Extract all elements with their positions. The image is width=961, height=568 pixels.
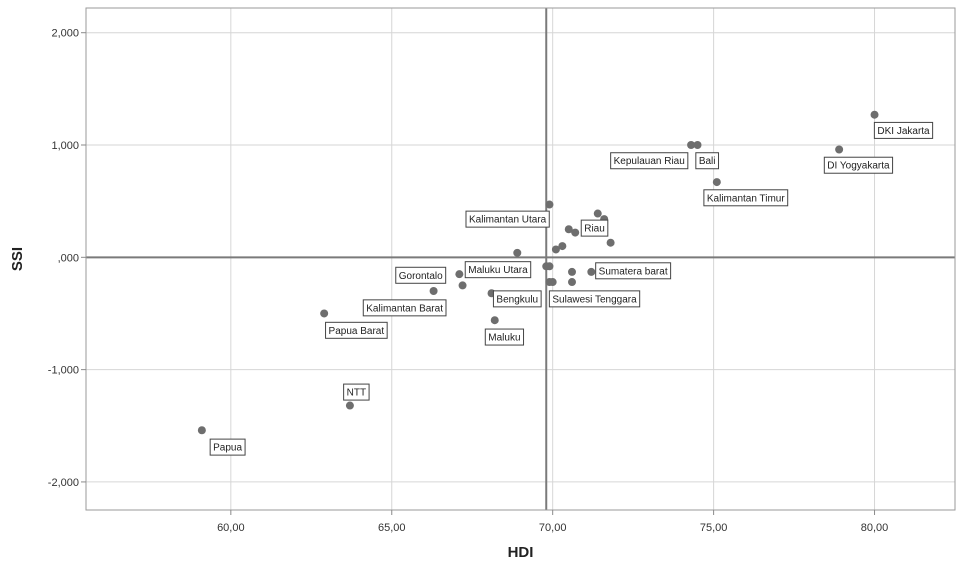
- data-point: [835, 145, 844, 154]
- data-point: [429, 287, 438, 296]
- data-point: [687, 141, 696, 150]
- point-label-text: DKI Jakarta: [877, 126, 930, 137]
- point-label-text: Sulawesi Tenggara: [552, 294, 637, 305]
- point-label-text: NTT: [347, 388, 366, 399]
- y-tick-label: -2,000: [48, 477, 79, 489]
- point-label-box: [695, 152, 720, 170]
- point-label-box: [362, 299, 447, 317]
- point-label-text: Maluku: [488, 333, 520, 344]
- point-label-text: Kepulauan Riau: [614, 156, 685, 167]
- point-label-box: [395, 266, 447, 284]
- point-label-box: [484, 328, 525, 346]
- data-point: [345, 401, 354, 410]
- plot-frame: [85, 7, 956, 511]
- point-label: Bengkulu: [492, 290, 542, 308]
- point-label-text: DI Yogyakarta: [827, 161, 890, 172]
- point-label: Kalimantan Barat: [362, 299, 447, 317]
- point-label-box: [610, 152, 689, 170]
- point-label-text: Gorontalo: [399, 271, 443, 282]
- data-point: [545, 262, 554, 271]
- point-label: Bali: [695, 152, 720, 170]
- data-point: [513, 248, 522, 257]
- point-label: Gorontalo: [395, 266, 447, 284]
- data-point: [606, 238, 615, 247]
- point-label-box: [464, 261, 532, 279]
- point-label: Kalimantan Utara: [465, 210, 550, 228]
- point-label-box: [873, 121, 934, 139]
- point-label-box: [209, 438, 246, 456]
- grid-lines: [86, 8, 955, 510]
- point-label: Sulawesi Tenggara: [548, 290, 641, 308]
- point-label-text: Bali: [699, 156, 716, 167]
- x-tick-label: 75,00: [700, 522, 728, 534]
- point-label: Sumatera barat: [595, 262, 672, 280]
- point-label-text: Sumatera barat: [599, 266, 668, 277]
- point-label: DKI Jakarta: [873, 121, 934, 139]
- point-label-text: Papua: [213, 443, 242, 454]
- data-point: [870, 110, 879, 119]
- point-label-box: [595, 262, 672, 280]
- point-label: Kalimantan Timur: [703, 189, 789, 207]
- y-tick-label: 2,000: [51, 28, 79, 40]
- data-point: [587, 267, 596, 276]
- data-point: [571, 228, 580, 237]
- data-point: [548, 278, 557, 287]
- point-label-box: [343, 383, 370, 401]
- data-point: [490, 316, 499, 325]
- y-tick-label: -1,000: [48, 365, 79, 377]
- data-point: [458, 281, 467, 290]
- point-label-text: Bengkulu: [496, 294, 538, 305]
- point-label: Papua: [209, 438, 246, 456]
- point-label: Maluku: [484, 328, 525, 346]
- data-point: [693, 141, 702, 150]
- point-label: Maluku Utara: [464, 261, 532, 279]
- point-label-box: [465, 210, 550, 228]
- y-axis-title: SSI: [9, 247, 26, 271]
- point-label-box: [325, 321, 388, 339]
- point-label-box: [548, 290, 641, 308]
- x-tick-label: 60,00: [217, 522, 245, 534]
- point-label-box: [580, 219, 609, 237]
- reference-lines: [86, 8, 955, 510]
- x-tick-label: 80,00: [861, 522, 889, 534]
- point-label-text: Kalimantan Barat: [366, 303, 443, 314]
- tick-labels: 60,00 65,00 70,00 75,00 80,00 -2,000 -1,000 ,00…: [48, 28, 889, 534]
- point-label-text: Maluku Utara: [468, 265, 528, 276]
- point-label-text: Papua Barat: [329, 326, 385, 337]
- data-point: [551, 245, 560, 254]
- data-points: [197, 110, 879, 435]
- point-labels: DKI Jakarta Kepulauan Riau Bali DI Yogyakar…: [209, 121, 934, 456]
- point-label: NTT: [343, 383, 370, 401]
- x-tick-label: 70,00: [539, 522, 567, 534]
- x-tick-label: 65,00: [378, 522, 406, 534]
- data-point: [712, 178, 721, 187]
- data-point: [567, 278, 576, 287]
- point-label-box: [703, 189, 789, 207]
- y-tick-label: ,000: [58, 252, 79, 264]
- point-label-text: Kalimantan Timur: [707, 193, 785, 204]
- point-label-text: Riau: [584, 224, 605, 235]
- data-point: [593, 209, 602, 218]
- point-label: Papua Barat: [325, 321, 388, 339]
- data-point: [455, 270, 464, 279]
- point-label-text: Kalimantan Utara: [469, 215, 547, 226]
- data-point: [197, 426, 206, 435]
- data-point: [564, 225, 573, 234]
- y-tick-label: 1,000: [51, 140, 79, 152]
- x-axis-title: HDI: [508, 544, 534, 561]
- data-point: [545, 200, 554, 209]
- point-label-box: [492, 290, 542, 308]
- point-label: Kepulauan Riau: [610, 152, 689, 170]
- point-label: DI Yogyakarta: [823, 156, 894, 174]
- point-label-box: [823, 156, 894, 174]
- data-point: [320, 309, 329, 318]
- data-point: [567, 267, 576, 276]
- point-label: Riau: [580, 219, 609, 237]
- data-point: [558, 242, 567, 251]
